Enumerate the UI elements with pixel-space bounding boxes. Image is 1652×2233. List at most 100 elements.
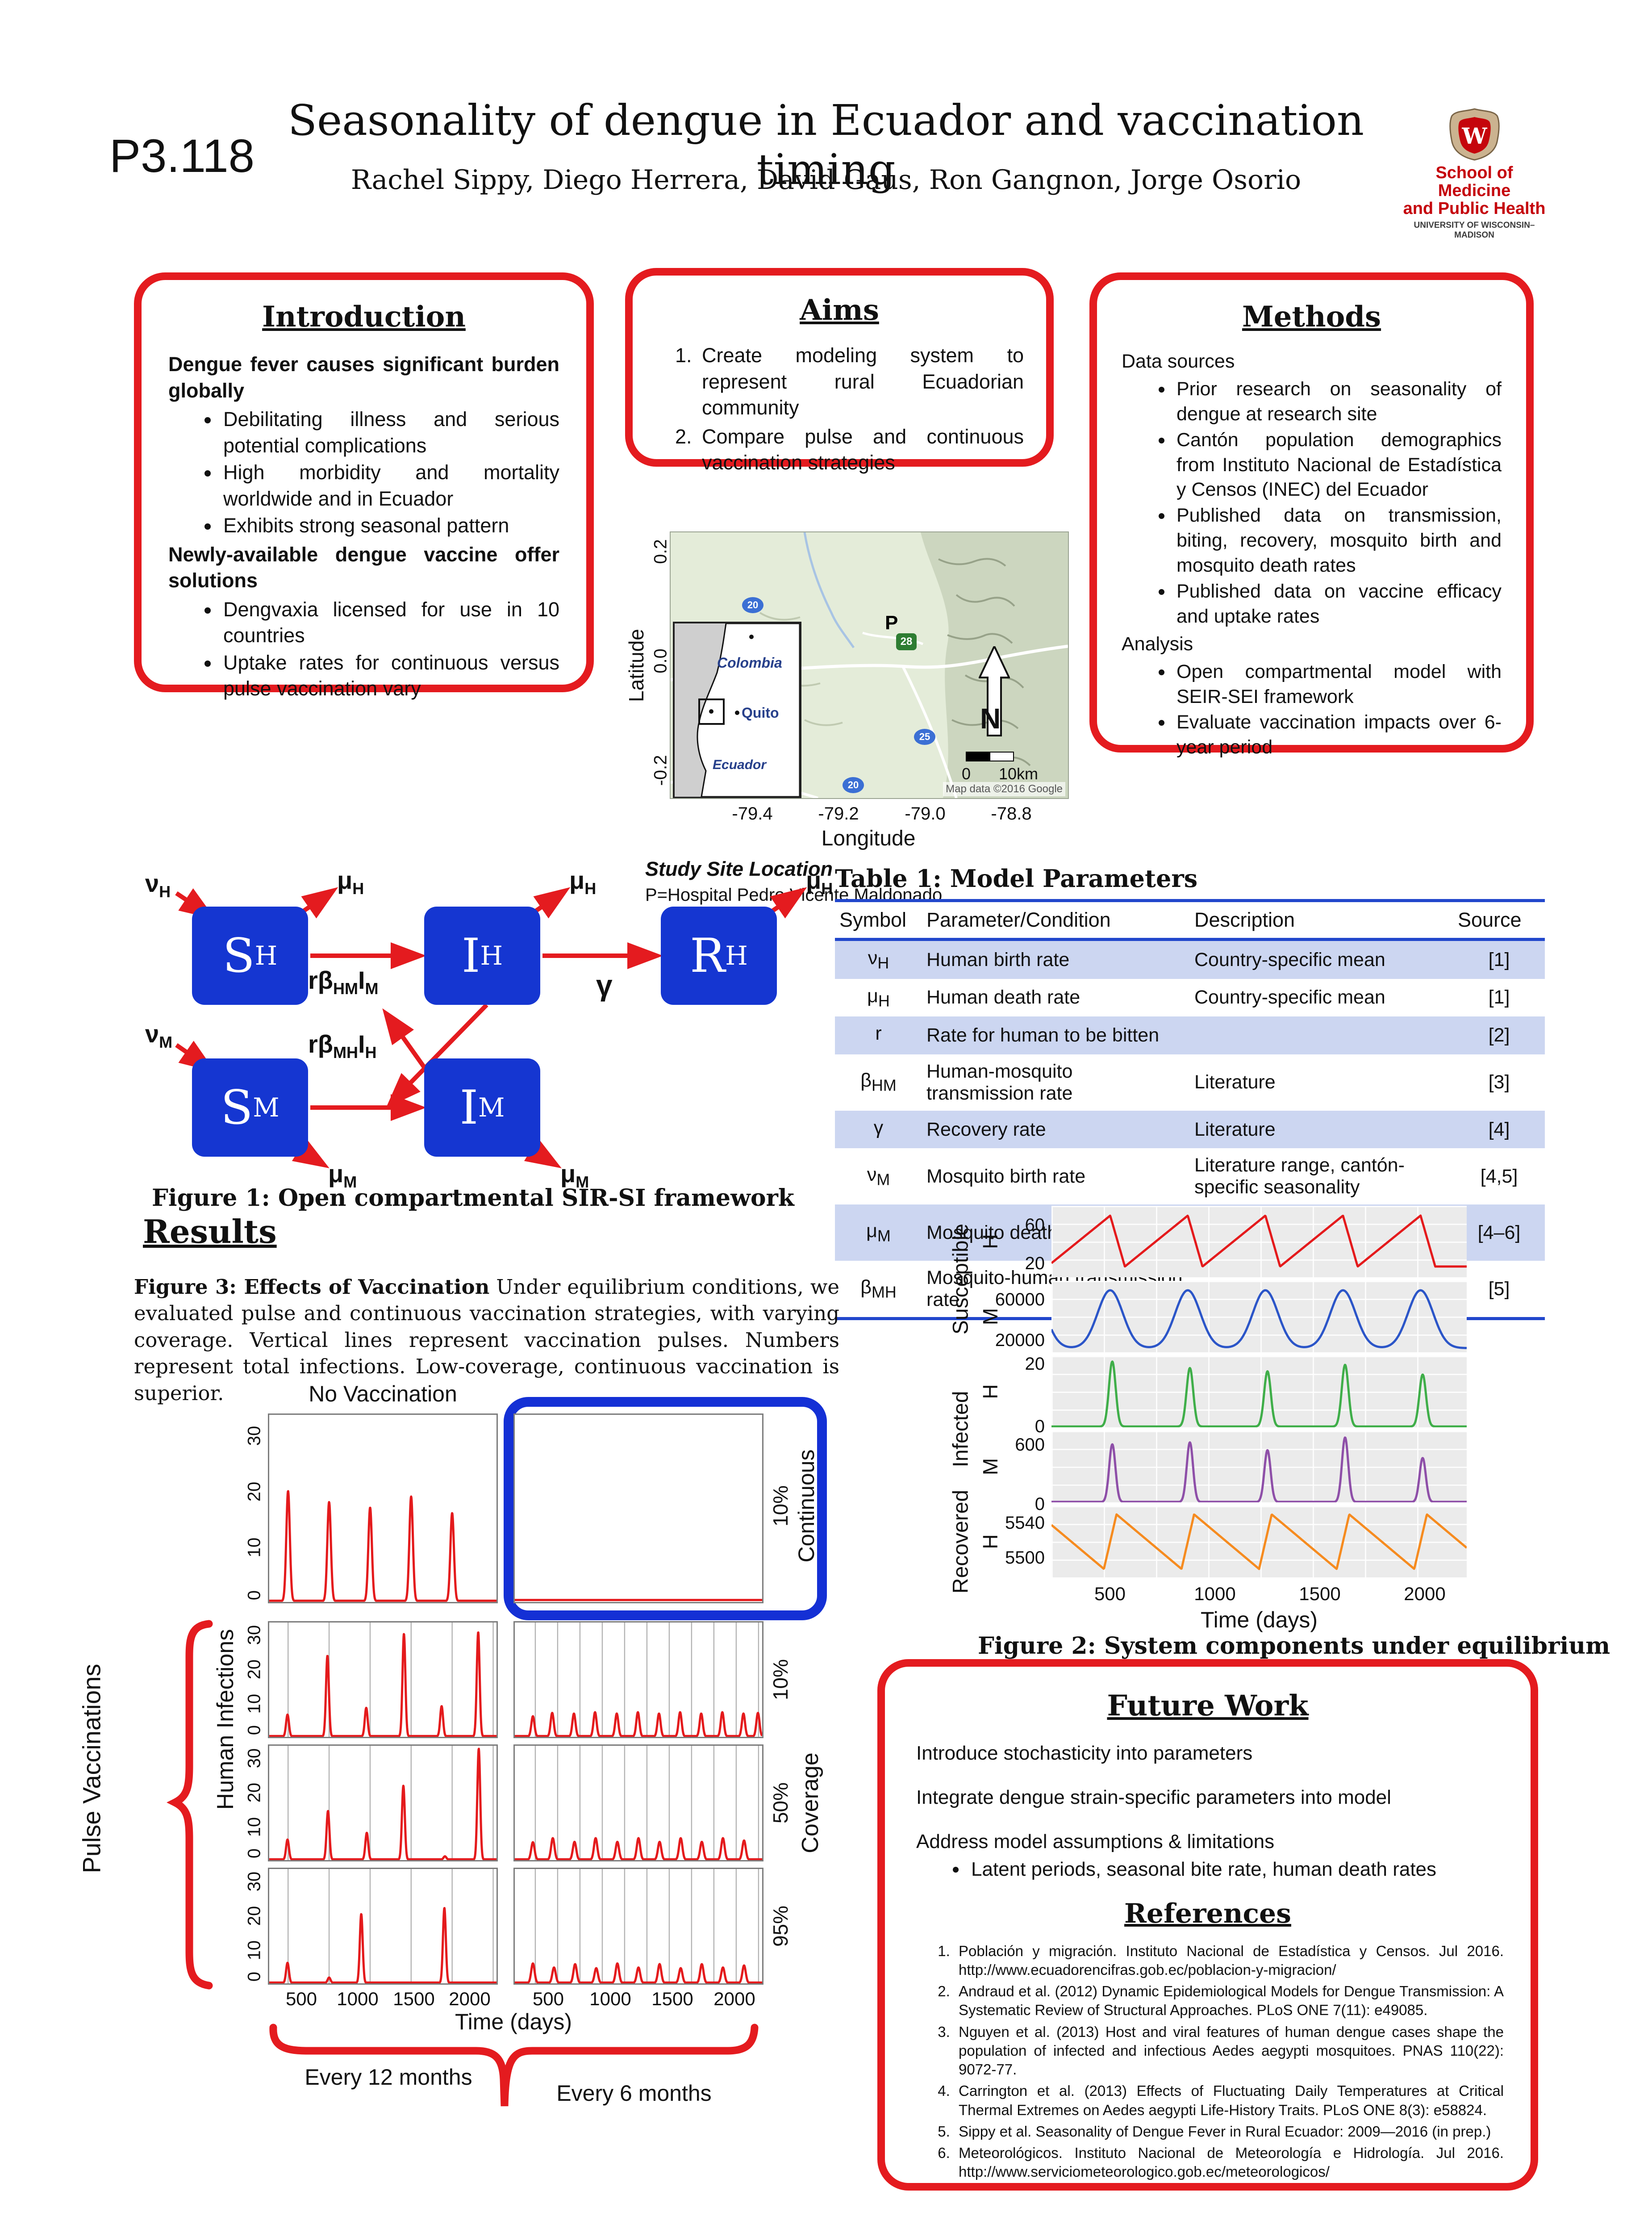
intro-bullets-1: Debilitating illness and serious potenti…: [168, 406, 559, 539]
fig2-ytick: 0: [1035, 1417, 1045, 1436]
poster-authors: Rachel Sippy, Diego Herrera, David Gaus,…: [350, 164, 1302, 196]
chart-recovered-h: [1051, 1506, 1467, 1577]
cell-symbol: r: [875, 1023, 882, 1045]
cell-source: [4–6]: [1477, 1221, 1521, 1243]
col-header-source: Source: [1458, 908, 1522, 931]
param-transmission-mh: rβMHIH: [308, 1030, 377, 1062]
aims-item: Create modeling system to represent rura…: [697, 343, 1024, 421]
fig3-ytick: 10: [244, 1940, 264, 1961]
fig2-ytick: 0: [1035, 1494, 1045, 1514]
fig2-ytick: 5540: [1005, 1513, 1045, 1533]
chart-no-vaccination: [268, 1413, 498, 1603]
methods-bullets-1: Prior research on seasonality of dengue …: [1122, 377, 1502, 629]
future-item: Introduce stochasticity into parameters: [916, 1742, 1253, 1764]
fig3-ytick: 20: [244, 1659, 264, 1680]
intro-lead-2: Newly-available dengue vaccine offer sol…: [168, 543, 559, 592]
cell-source: [4]: [1488, 1118, 1510, 1140]
methods-sub-1: Data sources: [1122, 351, 1235, 372]
map-xtick: -79.4: [732, 804, 773, 824]
cell-description: [1190, 1016, 1453, 1054]
cell-parameter: Mosquito birth rate: [926, 1165, 1086, 1187]
param-mosquito-death-rate: μM: [560, 1159, 589, 1192]
figure3-caption-lead: Figure 3: Effects of Vaccination: [134, 1275, 490, 1299]
cell-source: [1]: [1488, 949, 1510, 970]
aims-item: Compare pulse and continuous vaccination…: [697, 424, 1024, 476]
fig2-recovered-label: Recovered: [949, 1489, 973, 1594]
fig3-ytick: 30: [244, 1871, 264, 1892]
chart-pulse6-50: [513, 1744, 763, 1861]
references-list: Población y migración. Instituto Naciona…: [912, 1942, 1504, 2182]
highway-shield-20-icon: 20: [742, 597, 763, 613]
north-arrow-icon: [979, 646, 1010, 736]
future-sub-bullet: Latent periods, seasonal bite rate, huma…: [968, 1857, 1499, 1882]
no-vaccination-title: No Vaccination: [309, 1381, 457, 1406]
fig3-ytick: 20: [244, 1782, 264, 1803]
table-row: νM Mosquito birth rate Literature range,…: [835, 1148, 1545, 1204]
fig2-sub-m: M: [979, 1458, 1002, 1476]
chart-pulse6-95: [513, 1868, 763, 1985]
cell-source: [1]: [1488, 987, 1510, 1008]
cell-description: Literature: [1194, 1071, 1276, 1093]
map-xtick: -79.2: [818, 804, 859, 824]
results-heading: Results: [143, 1213, 277, 1250]
param-human-death-rate: μH: [337, 866, 364, 898]
cell-source: [2]: [1488, 1024, 1510, 1046]
methods-sub-2: Analysis: [1122, 633, 1193, 655]
bullet-item: Exhibits strong seasonal pattern: [220, 513, 559, 539]
cell-source: [5]: [1488, 1278, 1510, 1300]
col-header-symbol: Symbol: [839, 908, 907, 931]
bullet-item: Dengvaxia licensed for use in 10 countri…: [220, 597, 559, 649]
references-heading: References: [1124, 1898, 1291, 1929]
highway-shield-25-icon: 25: [914, 729, 935, 745]
fig2-sub-h: H: [979, 1384, 1002, 1399]
cell-symbol: μM: [866, 1220, 891, 1245]
fig2-xtick: 500: [1094, 1583, 1126, 1604]
intro-bullets-2: Dengvaxia licensed for use in 10 countri…: [168, 597, 559, 702]
uw-logo: W School of Medicine and Public Health U…: [1402, 107, 1547, 240]
bullet-item: Open compartmental model with SEIR-SEI f…: [1173, 660, 1502, 710]
inset-quito-label: Quito: [742, 705, 779, 721]
human-infections-axis-label: Human Infections: [213, 1629, 238, 1810]
fig3-xtick: 1500: [393, 1988, 435, 2009]
highway-shield-20-icon: 20: [843, 777, 864, 793]
future-item: Integrate dengue strain-specific paramet…: [916, 1786, 1391, 1809]
reference-item: Población y migración. Instituto Naciona…: [954, 1942, 1504, 1979]
fig2-xtick: 1000: [1194, 1583, 1236, 1604]
methods-heading: Methods: [1242, 300, 1381, 334]
reference-item: Nguyen et al. (2013) Host and viral feat…: [954, 2023, 1504, 2079]
north-label: N: [980, 703, 1001, 735]
pulse-brace: [167, 1620, 213, 1990]
figure1-arrows: [175, 887, 807, 1168]
intro-lead-1: Dengue fever causes significant burden g…: [168, 353, 559, 402]
coverage-10-label: 10%: [769, 1659, 792, 1701]
cell-symbol: νH: [868, 947, 889, 972]
fig2-susceptible-label: Susceptible: [949, 1223, 973, 1335]
chart-pulse6-10: [513, 1621, 763, 1738]
table-row: r Rate for human to be bitten [2]: [835, 1016, 1545, 1054]
study-site-figure: Latitude 0.2 0.0 -0.2: [623, 514, 1096, 916]
param-human-death-rate: μH: [569, 866, 597, 898]
fig2-xtick: 1500: [1299, 1583, 1341, 1604]
scale-ten-label: 10km: [999, 765, 1039, 783]
cell-symbol: νM: [867, 1164, 890, 1189]
fig3-xtick: 1000: [337, 1988, 379, 2009]
fig3-ytick: 0: [244, 1848, 264, 1859]
cell-parameter: Rate for human to be bitten: [926, 1024, 1160, 1046]
future-item: Address model assumptions & limitations: [916, 1831, 1275, 1853]
table-row: μH Human death rate Country-specific mea…: [835, 979, 1545, 1017]
aims-heading: Aims: [800, 293, 879, 327]
fig3-xtick: 2000: [713, 1988, 755, 2009]
cell-source: [4,5]: [1480, 1165, 1518, 1187]
aims-box: Aims Create modeling system to represent…: [625, 268, 1054, 474]
map-xlabel: Longitude: [821, 827, 916, 850]
param-mosquito-death-rate: μM: [328, 1159, 357, 1192]
continuous-word-label: Continuous: [794, 1449, 819, 1563]
chart-susceptible-m: [1051, 1281, 1467, 1352]
map-ytick: 0.2: [651, 539, 671, 564]
